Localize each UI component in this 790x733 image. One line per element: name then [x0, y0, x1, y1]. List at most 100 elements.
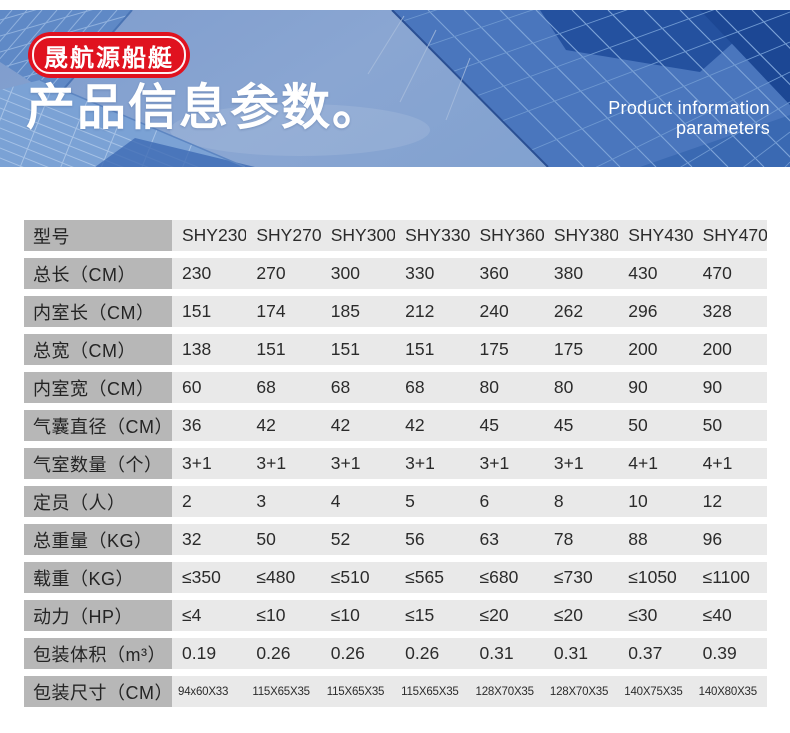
spec-cell: 262	[553, 301, 584, 321]
row-values: 151 174 185 212 240 262 296 328	[172, 296, 767, 327]
row-values: 230 270 300 330 360 380 430 470	[172, 258, 767, 289]
spec-cell: 200	[702, 339, 732, 359]
spec-cell: 115X65X35	[326, 685, 385, 698]
spec-cell: ≤15	[405, 605, 435, 625]
table-row: 气囊直径（CM） 36 42 42 42 45 45 50 50	[24, 410, 767, 441]
row-values: SHY230 SHY270 SHY300 SHY330 SHY360 SHY380 SHY4…	[172, 220, 767, 251]
table-row: 包装尺寸（CM） 94x60X33 115X65X35 115X65X35 115X6…	[24, 676, 767, 707]
spec-cell: 3+1	[405, 453, 435, 473]
row-label: 内室长（CM）	[24, 296, 172, 327]
spec-cell: 78	[553, 529, 574, 549]
spec-cell: 300	[330, 263, 360, 283]
spec-cell: 380	[553, 263, 584, 283]
spec-cell: 200	[628, 339, 658, 359]
spec-cell: 270	[256, 263, 286, 283]
spec-cell: 0.26	[405, 643, 440, 663]
spec-cell: 240	[479, 301, 509, 321]
spec-cell: 50	[256, 529, 276, 549]
spec-cell: 68	[256, 377, 276, 397]
spec-cell: 3+1	[182, 453, 212, 473]
spec-cell: 330	[405, 263, 435, 283]
spec-cell: 115X65X35	[252, 685, 310, 698]
spec-cell: 80	[553, 377, 574, 397]
spec-cell: SHY270	[256, 225, 321, 245]
row-label: 总长（CM）	[24, 258, 172, 289]
spec-cell: SHY360	[479, 225, 544, 245]
spec-cell: 0.37	[628, 643, 663, 663]
spec-cell: 90	[628, 377, 648, 397]
spec-cell: 3+1	[553, 453, 584, 473]
row-label: 载重（KG）	[24, 562, 172, 593]
spec-cell: 6	[479, 491, 490, 511]
spec-cell: 52	[330, 529, 351, 549]
row-label: 总宽（CM）	[24, 334, 172, 365]
spec-cell: 45	[553, 415, 574, 435]
spec-cell: 56	[405, 529, 425, 549]
brand-badge: 晟航源船艇	[28, 32, 190, 78]
subtitle-line-2: parameters	[675, 118, 770, 138]
spec-cell: 42	[256, 415, 276, 435]
spec-cell: 151	[330, 339, 360, 359]
spec-cell: 3+1	[479, 453, 510, 473]
subtitle-line-1: Product information	[608, 98, 770, 118]
table-row: 动力（HP） ≤4 ≤10 ≤10 ≤15 ≤20 ≤20 ≤30 ≤40	[24, 600, 767, 631]
spec-cell: ≤680	[479, 567, 519, 587]
spec-cell: 3+1	[330, 453, 361, 473]
table-row: 定员（人） 2 3 4 5 6 8 10 12	[24, 486, 767, 517]
spec-cell: 138	[182, 339, 212, 359]
spec-cell: 140X80X35	[698, 685, 758, 698]
table-row: 包装体积（m³） 0.19 0.26 0.26 0.26 0.31 0.31 0.37 0.3…	[24, 638, 767, 669]
spec-cell: 115X65X35	[401, 685, 459, 698]
table-header-row: 型号 SHY230 SHY270 SHY300 SHY330 SHY360 SHY380 S…	[24, 220, 767, 251]
spec-cell: 0.31	[553, 643, 588, 663]
spec-cell: 430	[628, 263, 658, 283]
spec-cell: 140X75X35	[624, 685, 683, 698]
building-photo	[0, 10, 790, 167]
spec-cell: 151	[182, 301, 212, 321]
table-row: 载重（KG） ≤350 ≤480 ≤510 ≤565 ≤680 ≤730 ≤1050 ≤110…	[24, 562, 767, 593]
spec-cell: 68	[330, 377, 351, 397]
spec-table: 型号 SHY230 SHY270 SHY300 SHY330 SHY360 SHY380 S…	[24, 220, 767, 714]
spec-cell: 88	[628, 529, 648, 549]
spec-cell: 0.19	[182, 643, 217, 663]
spec-cell: 10	[628, 491, 648, 511]
table-row: 总长（CM） 230 270 300 330 360 380 430 470	[24, 258, 767, 289]
row-values: ≤350 ≤480 ≤510 ≤565 ≤680 ≤730 ≤1050 ≤1100	[172, 562, 767, 593]
spec-cell: ≤40	[702, 605, 732, 625]
spec-cell: ≤1100	[702, 567, 750, 587]
row-label: 总重量（KG）	[24, 524, 172, 555]
table-row: 气室数量（个） 3+1 3+1 3+1 3+1 3+1 3+1 4+1 4+1	[24, 448, 767, 479]
spec-cell: 94x60X33	[178, 685, 229, 698]
spec-cell: 175	[553, 339, 584, 359]
spec-cell: 90	[702, 377, 723, 397]
spec-cell: ≤10	[330, 605, 360, 625]
spec-cell: 328	[702, 301, 732, 321]
spec-cell: 50	[628, 415, 648, 435]
spec-cell: 175	[479, 339, 509, 359]
spec-cell: 2	[182, 491, 192, 511]
row-values: 0.19 0.26 0.26 0.26 0.31 0.31 0.37 0.39	[172, 638, 767, 669]
spec-cell: 151	[256, 339, 286, 359]
row-values: 60 68 68 68 80 80 90 90	[172, 372, 767, 403]
spec-cell: 470	[702, 263, 732, 283]
row-label: 内室宽（CM）	[24, 372, 172, 403]
spec-cell: ≤1050	[628, 567, 677, 587]
spec-cell: ≤565	[405, 567, 444, 587]
row-values: 36 42 42 42 45 45 50 50	[172, 410, 767, 441]
row-label: 包装尺寸（CM）	[24, 676, 173, 707]
spec-cell: 0.31	[479, 643, 514, 663]
spec-cell: 4	[330, 491, 341, 511]
spec-cell: 42	[330, 415, 351, 435]
row-label: 定员（人）	[24, 486, 172, 517]
spec-cell: 4+1	[702, 453, 733, 473]
page-title: 产品信息参数。	[26, 81, 384, 135]
spec-cell: 128X70X35	[549, 685, 609, 698]
row-label: 型号	[24, 220, 172, 251]
spec-cell: 4+1	[628, 453, 658, 473]
spec-cell: ≤730	[553, 567, 593, 587]
row-values: 138 151 151 151 175 175 200 200	[172, 334, 767, 365]
table-row: 总重量（KG） 32 50 52 56 63 78 88 96	[24, 524, 767, 555]
table-row: 内室宽（CM） 60 68 68 68 80 80 90 90	[24, 372, 767, 403]
row-label: 包装体积（m³）	[24, 638, 172, 669]
spec-cell: 296	[628, 301, 658, 321]
